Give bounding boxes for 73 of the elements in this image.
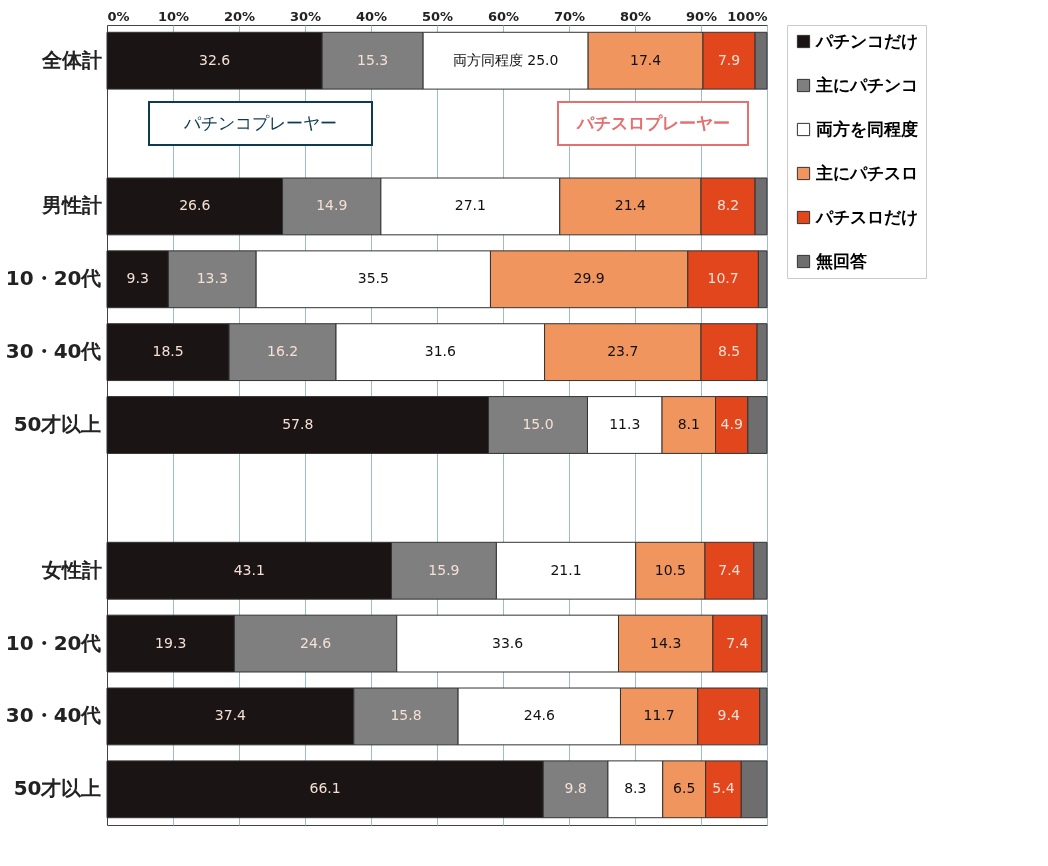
text-frame: パチスロプレーヤー [557, 100, 749, 147]
x-tick-label: 10% [157, 8, 190, 24]
legend-label: 主にパチンコ [815, 74, 918, 95]
data-label: 7.4 [718, 561, 741, 578]
legend-label: 無回答 [815, 250, 867, 271]
data-label: 23.7 [607, 343, 639, 360]
y-tick-label: 10・20代 [5, 266, 102, 291]
data-label: 43.1 [233, 561, 265, 578]
data-label: 18.5 [152, 343, 184, 360]
data-label: 15.3 [357, 51, 389, 68]
data-label: 33.6 [492, 634, 524, 651]
legend-label: パチンコだけ [815, 30, 918, 51]
data-label: 35.5 [357, 270, 389, 287]
data-label: 15.0 [522, 416, 554, 432]
data-label: 9.4 [717, 707, 740, 724]
data-label: 24.6 [523, 707, 555, 724]
x-tick-label: 90% [685, 8, 718, 24]
data-label: 31.6 [424, 343, 456, 360]
data-label: 16.2 [266, 343, 299, 360]
data-label: 6.5 [673, 780, 696, 797]
data-label: 29.9 [573, 270, 605, 287]
data-label: 8.2 [716, 197, 740, 214]
y-tick-label: 30・40代 [5, 703, 102, 728]
y-tick-label: 50才以上 [13, 412, 102, 436]
x-tick-label: 30% [289, 8, 322, 24]
y-tick-label: 男性計 [40, 193, 102, 218]
legend-label: 主にパチスロ [815, 162, 918, 183]
data-label: 両方同程度 25.0 [452, 51, 559, 68]
data-label: 14.3 [650, 634, 682, 651]
x-tick-label: 80% [619, 8, 652, 24]
data-label: 21.1 [550, 561, 582, 578]
data-label: 32.6 [198, 51, 231, 68]
x-tick-label: 60% [487, 8, 520, 24]
x-tick-label: 20% [223, 8, 256, 24]
data-label: 15.8 [390, 707, 422, 724]
legend-label: パチスロだけ [815, 206, 918, 227]
x-tick-label: 50% [421, 8, 454, 24]
x-tick-label: 100% [727, 8, 768, 24]
data-label: 8.3 [624, 780, 647, 797]
data-label: 10.7 [707, 270, 739, 287]
data-label: 24.6 [299, 634, 332, 651]
data-label: 9.3 [126, 270, 149, 287]
data-label: 19.3 [155, 634, 187, 651]
data-label: 11.3 [609, 416, 641, 432]
y-tick-label: 女性計 [40, 557, 102, 582]
data-label: 8.1 [677, 416, 700, 432]
data-label: 57.8 [282, 416, 314, 432]
data-label: 11.7 [643, 707, 675, 724]
data-label: 13.3 [196, 270, 228, 287]
x-tick-label: 0% [107, 8, 130, 24]
data-label: 10.5 [654, 561, 686, 578]
y-tick-label: 10・20代 [5, 630, 102, 655]
data-label: 27.1 [454, 197, 486, 214]
data-label: 9.8 [564, 780, 587, 797]
y-tick-label: 30・40代 [5, 339, 102, 364]
x-tick-label: 70% [553, 8, 586, 24]
data-label: 37.4 [214, 707, 247, 724]
data-label: 4.9 [720, 416, 743, 432]
data-label: 8.5 [717, 343, 741, 360]
data-label: 26.6 [179, 197, 211, 214]
data-label: 14.9 [316, 197, 348, 214]
data-label: 5.4 [712, 780, 735, 797]
text-frame: パチンコプレーヤー [148, 100, 373, 147]
y-tick-label: 全体計 [40, 47, 102, 72]
data-label: 15.9 [428, 561, 460, 578]
data-label: 7.4 [726, 634, 749, 651]
x-tick-label: 40% [355, 8, 388, 24]
data-label: 66.1 [309, 780, 341, 797]
data-label: 7.9 [717, 51, 741, 68]
y-tick-label: 50才以上 [13, 776, 102, 801]
data-label: 21.4 [614, 197, 647, 214]
data-label: 17.4 [629, 51, 662, 68]
legend-label: 両方を同程度 [816, 118, 918, 139]
